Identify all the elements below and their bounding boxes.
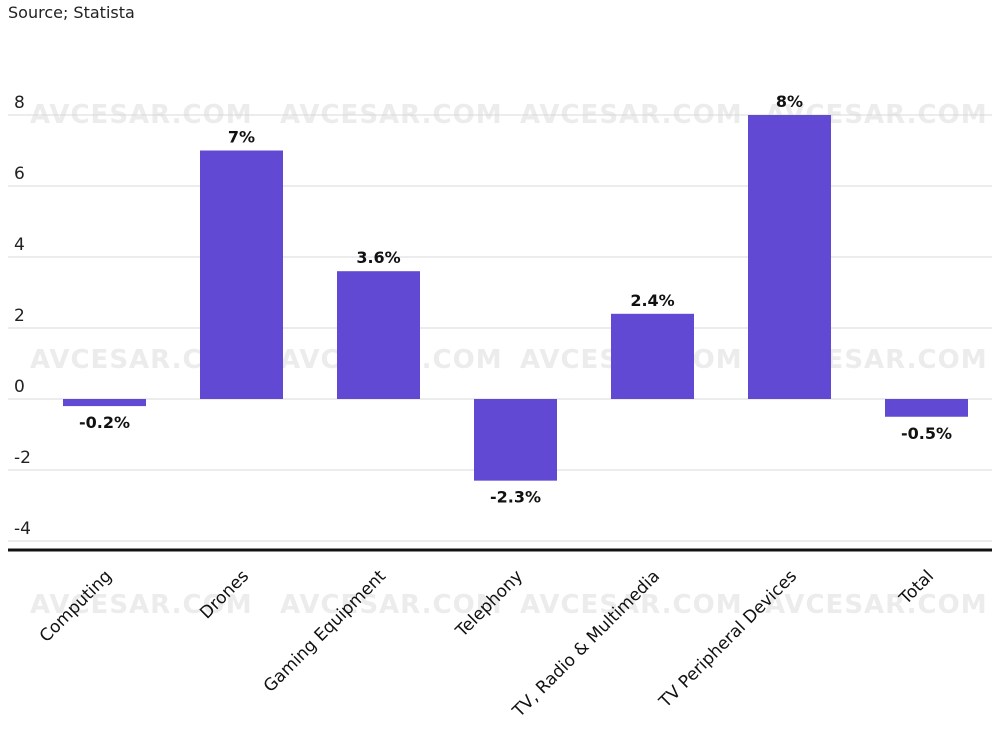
data-label-1: 7% — [228, 128, 255, 147]
bars — [63, 115, 968, 481]
y-axis-ticks: 8 6 4 2 0 -2 -4 — [14, 93, 31, 539]
bar-total — [885, 399, 968, 417]
category-label-1: Drones — [196, 566, 253, 623]
source-note: Source; Statista — [8, 3, 135, 22]
bar-tv-radio-multimedia — [611, 313, 694, 399]
data-label-3: -2.3% — [490, 488, 541, 507]
category-label-3: Telephony — [451, 566, 527, 642]
data-label-4: 2.4% — [630, 291, 674, 310]
y-tick-label-2: 4 — [14, 235, 25, 255]
y-tick-label-5: -2 — [14, 448, 31, 468]
y-tick-label-3: 2 — [14, 306, 25, 326]
data-label-2: 3.6% — [356, 248, 400, 267]
data-label-5: 8% — [776, 92, 803, 111]
category-label-6: Total — [895, 566, 938, 609]
y-tick-label-4: 0 — [14, 377, 25, 397]
data-labels: -0.2% 7% 3.6% -2.3% 2.4% 8% -0.5% — [79, 92, 952, 507]
category-label-5: TV Peripheral Devices — [655, 566, 801, 712]
y-tick-label-1: 6 — [14, 164, 25, 184]
bar-computing — [63, 399, 146, 407]
bar-telephony — [474, 399, 557, 481]
data-label-0: -0.2% — [79, 413, 130, 432]
category-label-4: TV, Radio & Multimedia — [508, 566, 664, 722]
bar-tv-peripheral-devices — [748, 115, 831, 399]
category-label-0: Computing — [36, 566, 116, 646]
category-labels: Computing Drones Gaming Equipment Telephony… — [36, 566, 938, 722]
bar-drones — [200, 150, 283, 399]
y-tick-label-6: -4 — [14, 519, 31, 539]
bar-gaming-equipment — [337, 271, 420, 399]
y-tick-label-0: 8 — [14, 93, 25, 113]
data-label-6: -0.5% — [901, 424, 952, 443]
category-label-2: Gaming Equipment — [260, 566, 390, 696]
